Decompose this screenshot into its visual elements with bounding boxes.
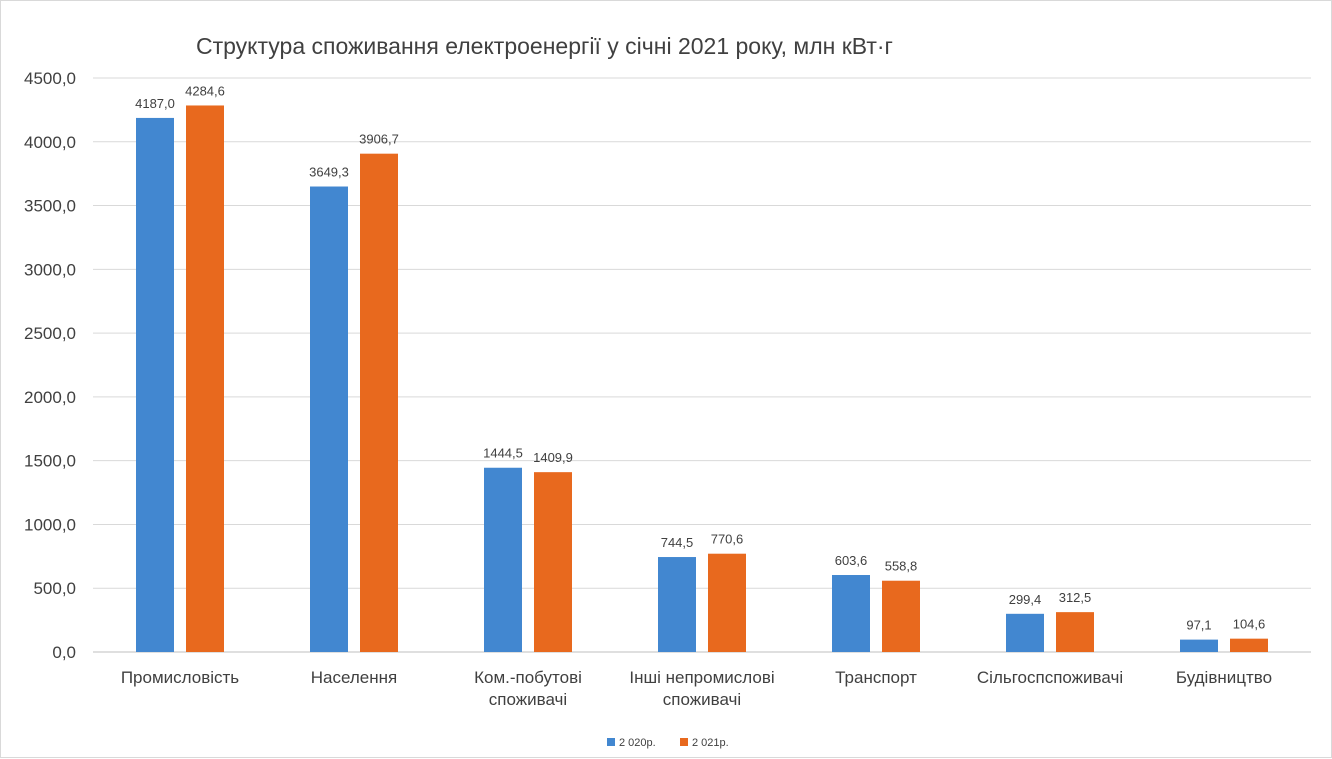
y-tick-label: 2500,0 [24, 324, 76, 343]
data-label: 104,6 [1233, 617, 1266, 632]
gridlines [93, 77, 1311, 653]
legend-swatch [607, 738, 615, 746]
bar [1056, 612, 1094, 652]
x-tick-label: Будівництво [1176, 668, 1272, 687]
data-labels: 4187,0 4284,6 3649,3 3906,7 1444,5 1409,9 744,… [135, 83, 1265, 632]
bar [708, 553, 746, 652]
bar [882, 580, 920, 652]
legend-swatch [680, 738, 688, 746]
bar [832, 575, 870, 652]
data-label: 4187,0 [135, 96, 175, 111]
data-label: 1444,5 [483, 446, 523, 461]
y-tick-label: 500,0 [33, 579, 76, 598]
y-tick-label: 1000,0 [24, 515, 76, 534]
data-label: 312,5 [1059, 590, 1092, 605]
y-axis-ticks: 0,0 500,0 1000,0 1500,0 2000,0 2500,0 3000,0 35… [24, 69, 76, 662]
y-tick-label: 3000,0 [24, 260, 76, 279]
x-axis-ticks: Промисловість Населення Ком.-побутові спожи… [121, 668, 1272, 709]
x-tick-label: Ком.-побутові [474, 668, 582, 687]
data-label: 558,8 [885, 559, 918, 574]
bar [1006, 613, 1044, 652]
data-label: 1409,9 [533, 450, 573, 465]
chart-title: Структура споживання електроенергії у сі… [196, 33, 893, 59]
y-tick-label: 4000,0 [24, 133, 76, 152]
data-label: 603,6 [835, 553, 868, 568]
data-label: 4284,6 [185, 83, 225, 98]
x-tick-label: Інші непромислові [629, 668, 774, 687]
bar [658, 557, 696, 652]
data-label: 97,1 [1186, 618, 1211, 633]
bar [1230, 638, 1268, 652]
x-tick-label: споживачі [489, 690, 567, 709]
y-tick-label: 3500,0 [24, 197, 76, 216]
bar [186, 105, 224, 652]
y-tick-label: 0,0 [52, 643, 76, 662]
data-label: 744,5 [661, 535, 694, 550]
bar [310, 186, 348, 652]
data-label: 3906,7 [359, 132, 399, 147]
x-tick-label: Промисловість [121, 668, 239, 687]
bar [534, 472, 572, 652]
y-tick-label: 4500,0 [24, 69, 76, 88]
bar [136, 117, 174, 653]
legend-label: 2 021р. [692, 737, 729, 749]
data-label: 299,4 [1009, 592, 1042, 607]
bars [136, 105, 1268, 653]
legend-label: 2 020р. [619, 737, 656, 749]
bar [1180, 639, 1218, 652]
x-tick-label: споживачі [663, 690, 741, 709]
legend: 2 020р. 2 021р. [607, 737, 729, 749]
y-tick-label: 1500,0 [24, 452, 76, 471]
y-tick-label: 2000,0 [24, 388, 76, 407]
bar [484, 467, 522, 652]
x-tick-label: Сільгоспспоживачі [977, 668, 1123, 687]
x-tick-label: Населення [311, 668, 397, 687]
x-tick-label: Транспорт [835, 668, 917, 687]
data-label: 770,6 [711, 532, 744, 547]
bar [360, 153, 398, 652]
data-label: 3649,3 [309, 165, 349, 180]
